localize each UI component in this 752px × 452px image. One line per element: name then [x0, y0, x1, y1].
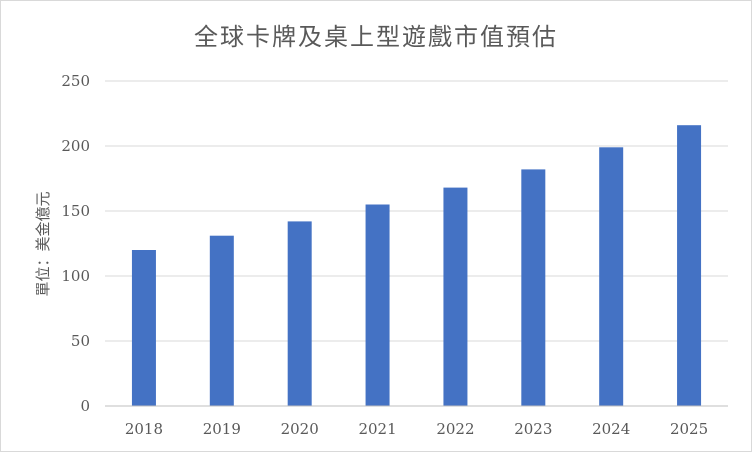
- y-axis-label: 單位：美金億元: [34, 191, 52, 296]
- bar-2020: [287, 221, 312, 406]
- y-tick-label: 100: [61, 267, 90, 285]
- bar-2021: [365, 204, 390, 406]
- gridlines: [105, 80, 728, 342]
- bar-2023: [521, 169, 546, 406]
- bar-2019: [209, 235, 234, 406]
- x-tick-label: 2021: [358, 420, 396, 438]
- y-tick-label: 0: [80, 397, 90, 415]
- chart-title: 全球卡牌及桌上型遊戲市值預估: [194, 23, 558, 51]
- x-tick-label: 2024: [592, 420, 630, 438]
- x-tick-label: 2025: [670, 420, 708, 438]
- x-tick-label: 2023: [514, 420, 552, 438]
- bar-2022: [443, 187, 468, 406]
- bars: [131, 125, 702, 407]
- y-tick-label: 50: [71, 332, 90, 350]
- y-tick-label: 250: [61, 72, 90, 90]
- x-tick-label: 2019: [203, 420, 241, 438]
- bar-2018: [131, 250, 156, 406]
- x-tick-label: 2022: [436, 420, 474, 438]
- bar-2024: [599, 147, 624, 407]
- y-tick-label: 150: [61, 202, 90, 220]
- x-axis-ticks: 2018 2019 2020 2021 2022 2023 2024 2025: [125, 420, 708, 438]
- bar-2025: [677, 125, 702, 406]
- y-tick-label: 200: [61, 137, 90, 155]
- y-axis-ticks: 0 50 100 150 200 250: [61, 72, 90, 415]
- x-tick-label: 2020: [281, 420, 319, 438]
- x-tick-label: 2018: [125, 420, 163, 438]
